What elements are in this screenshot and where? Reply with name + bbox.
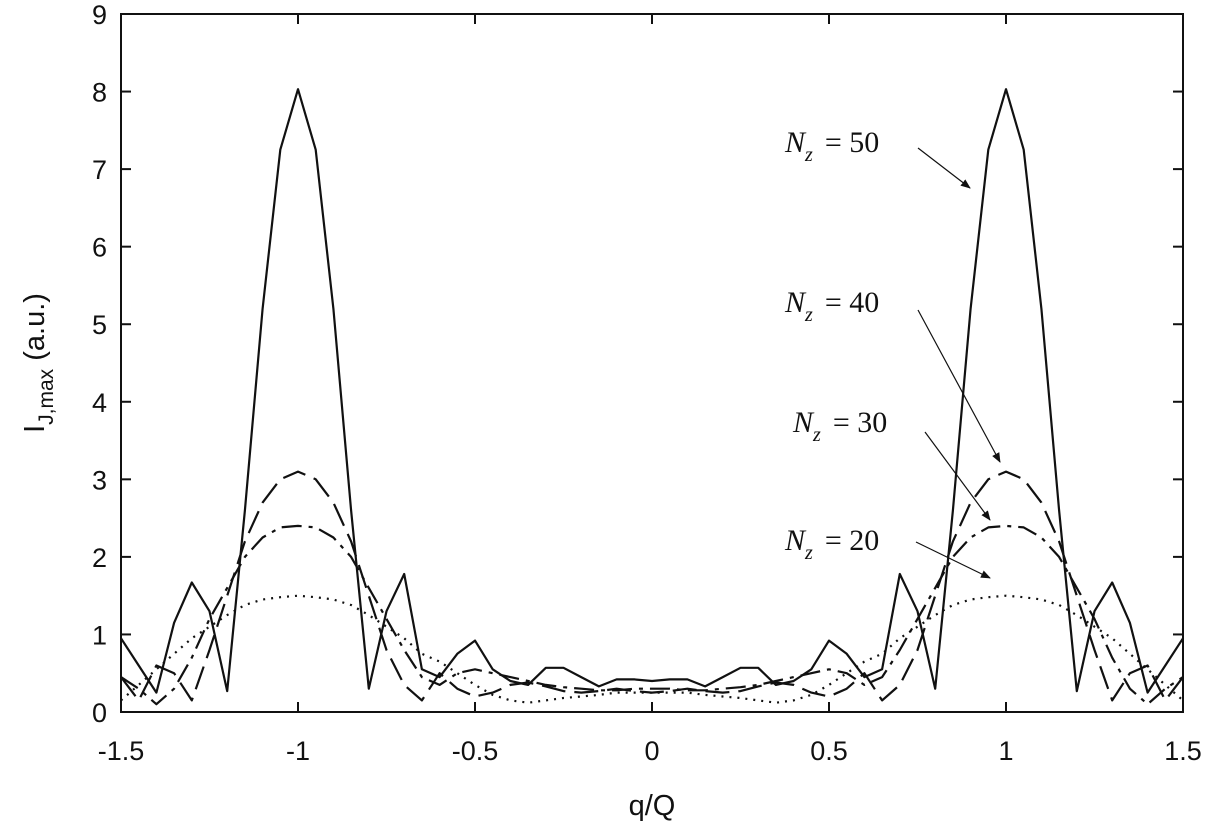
x-tick-label: -1.5 xyxy=(98,736,145,766)
annotation-arrow xyxy=(917,309,1001,463)
x-axis-label: q/Q xyxy=(629,790,676,822)
y-tick-label: 7 xyxy=(92,155,107,185)
y-tick-label: 3 xyxy=(92,465,107,495)
legend-rest: = 30 xyxy=(833,406,887,439)
x-tick-label: 1 xyxy=(998,736,1013,766)
y-tick-label: 1 xyxy=(92,620,107,650)
legend-main: N xyxy=(792,406,815,439)
series-line xyxy=(120,524,1184,706)
plot-frame xyxy=(120,13,1184,713)
x-tick-label: 0 xyxy=(644,736,659,766)
legend-sub: z xyxy=(804,304,813,326)
annotation-arrow xyxy=(915,541,991,579)
y-tick-label: 4 xyxy=(92,388,107,418)
x-tick-label: -0.5 xyxy=(452,736,499,766)
legend-rest: = 20 xyxy=(825,524,879,557)
legend-sub: z xyxy=(804,542,813,564)
series-line xyxy=(120,594,1184,704)
legend-rest: = 40 xyxy=(825,286,879,319)
y-label-main: I xyxy=(19,425,51,433)
y-label-rest: (a.u.) xyxy=(19,293,51,369)
legend-rest: = 50 xyxy=(825,126,879,159)
legend-label: Nz = 20 xyxy=(784,524,879,564)
y-tick-label: 5 xyxy=(92,310,107,340)
legend-label: Nz = 50 xyxy=(784,126,879,166)
y-label-sub: J,max xyxy=(35,368,58,425)
legend-main: N xyxy=(784,524,807,557)
annotation-arrow xyxy=(917,147,971,189)
y-axis-label: IJ,max (a.u.) xyxy=(19,293,58,433)
annotation-arrow xyxy=(924,431,991,521)
x-tick-label: -1 xyxy=(286,736,310,766)
legend-main: N xyxy=(784,126,807,159)
legend-sub: z xyxy=(804,144,813,166)
legend-main: N xyxy=(784,286,807,319)
legend-sub: z xyxy=(812,424,821,446)
x-tick-label: 0.5 xyxy=(810,736,848,766)
legend-label: Nz = 30 xyxy=(792,406,887,446)
legend-label: Nz = 40 xyxy=(784,286,879,326)
x-tick-label: 1.5 xyxy=(1164,736,1202,766)
y-tick-label: 2 xyxy=(92,543,107,573)
series-line xyxy=(120,470,1184,702)
y-tick-label: 9 xyxy=(92,0,107,30)
y-tick-label: 0 xyxy=(92,698,107,728)
y-tick-label: 6 xyxy=(92,233,107,263)
y-tick-label: 8 xyxy=(92,78,107,108)
series-line xyxy=(120,88,1184,694)
